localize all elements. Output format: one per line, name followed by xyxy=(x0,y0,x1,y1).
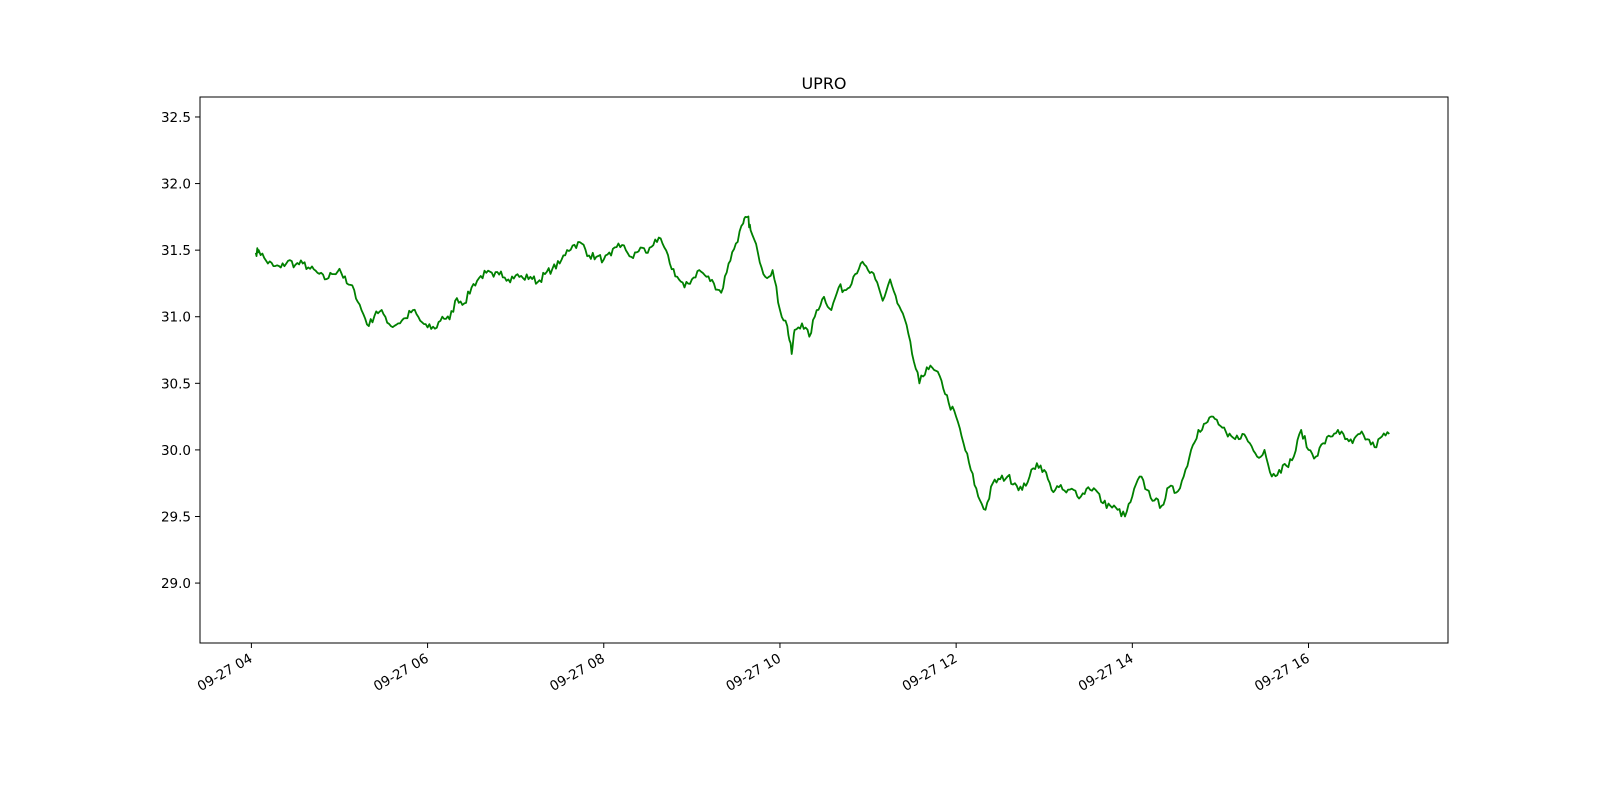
y-tick-label: 31.5 xyxy=(161,243,191,259)
y-tick-label: 31.0 xyxy=(161,310,191,326)
y-tick-label: 29.0 xyxy=(161,576,191,592)
series-layer xyxy=(254,215,1390,518)
series-line-0 xyxy=(254,215,1390,518)
axes-frame xyxy=(199,96,1449,644)
y-tick-label: 32.5 xyxy=(161,110,191,126)
chart-title: UPRO xyxy=(801,74,846,93)
y-tick-label: 29.5 xyxy=(161,509,191,525)
y-tick-label: 30.5 xyxy=(161,376,191,392)
y-tick-label: 30.0 xyxy=(161,443,191,459)
y-axis: 29.0 29.5 30.0 30.5 31.0 31.5 32.0 32.5 xyxy=(161,110,200,592)
y-tick-label: 32.0 xyxy=(161,177,191,193)
